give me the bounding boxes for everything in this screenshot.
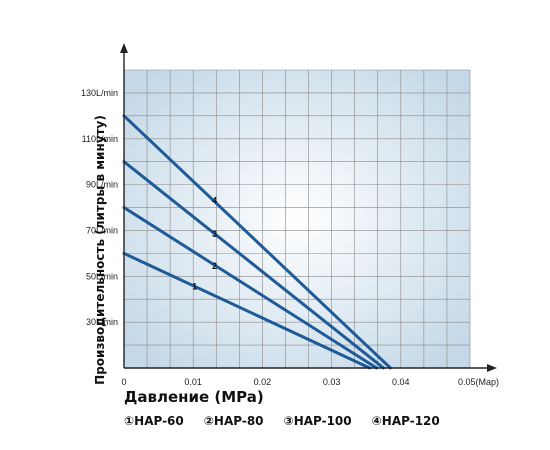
y-tick-label: 110L/min: [82, 134, 118, 144]
x-tick-label: 0.03: [323, 377, 341, 387]
series-line-3: [122, 160, 385, 370]
legend-item-hap-100: ③HAP-100: [283, 414, 352, 428]
x-axis-arrow: [487, 364, 497, 372]
x-tick-label: 0.01: [184, 377, 202, 387]
x-tick-label: 0.02: [254, 377, 272, 387]
y-tick-label: 50L/min: [86, 271, 118, 281]
y-tick-label: 90L/min: [86, 180, 118, 190]
series-line-2: [122, 206, 379, 370]
y-tick-labels: 30L/min 50L/min 70L/min 90L/min 110L/min 130L…: [81, 88, 118, 327]
x-axis-title: Давление (MPa): [124, 388, 264, 406]
series-line-4: [122, 114, 392, 370]
legend: ①HAP-60 ②HAP-80 ③HAP-100 ④HAP-120: [124, 414, 454, 428]
series-label-3: 3: [212, 229, 217, 239]
series-label-4: 4: [212, 196, 217, 206]
legend-item-hap-80: ②HAP-80: [203, 414, 264, 428]
x-tick-labels: 0 0.01 0.02 0.03 0.04 0.05(Map): [121, 377, 499, 387]
x-tick-label: 0.05(Map): [458, 377, 499, 387]
series-lines: 1 2 3 4: [122, 114, 392, 370]
y-tick-label: 130L/min: [81, 88, 118, 98]
series-label-2: 2: [212, 261, 217, 271]
y-tick-label: 70L/min: [86, 225, 118, 235]
x-tick-label: 0.04: [392, 377, 410, 387]
plot-background: [124, 70, 470, 368]
series-label-1: 1: [192, 282, 197, 292]
y-axis-arrow: [120, 43, 128, 53]
x-tick-label: 0: [121, 377, 126, 387]
legend-item-hap-60: ①HAP-60: [124, 414, 184, 428]
axes: [120, 43, 497, 372]
y-axis-title: Производительность (литры в минуту): [93, 115, 107, 385]
legend-item-hap-120: ④HAP-120: [371, 414, 440, 428]
series-line-1: [122, 251, 372, 370]
y-tick-label: 30L/min: [86, 317, 118, 327]
